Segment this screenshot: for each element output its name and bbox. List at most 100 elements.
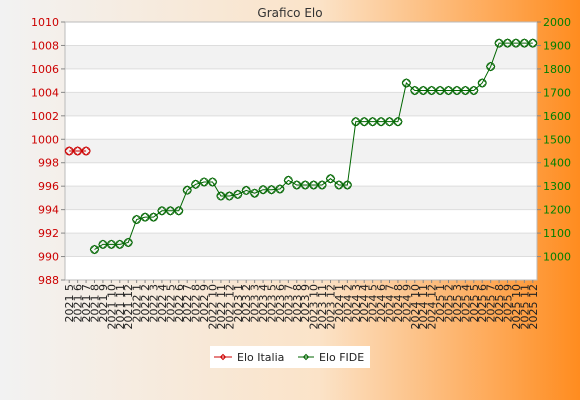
data-point-ring-fide bbox=[528, 38, 538, 48]
data-point-ring-fide bbox=[174, 206, 184, 216]
x-axis-tick-label: 2022 2 bbox=[139, 284, 152, 323]
x-axis-tick-label: 2022 6 bbox=[173, 284, 186, 323]
left-axis-tick-label: 996 bbox=[38, 180, 59, 193]
data-point-ring-fide bbox=[191, 179, 201, 189]
x-axis-tick-label: 2024 5 bbox=[367, 284, 380, 323]
x-axis-tick-label: 2022 3 bbox=[148, 284, 161, 323]
data-point-ring-fide bbox=[317, 180, 327, 190]
data-point-ring-fide bbox=[275, 184, 285, 194]
x-axis-tick-label: 2021 6 bbox=[72, 284, 85, 323]
x-axis-tick-label: 2023 11 bbox=[316, 284, 329, 330]
left-axis-tick-label: 1000 bbox=[31, 133, 59, 146]
data-point-ring-fide bbox=[326, 174, 335, 184]
x-axis-tick-label: 2022 4 bbox=[156, 284, 169, 323]
right-axis-tick-label: 1900 bbox=[543, 39, 571, 52]
data-point-ring-fide bbox=[393, 117, 403, 127]
x-axis-tick-label: 2023 2 bbox=[240, 284, 253, 323]
right-axis-tick-label: 2000 bbox=[543, 16, 571, 29]
x-axis-tick-label: 2025 10 bbox=[510, 284, 523, 330]
x-axis-tick-label: 2021 9 bbox=[97, 284, 110, 323]
x-axis-tick-label: 2023 6 bbox=[274, 284, 287, 323]
x-axis-tick-label: 2023 5 bbox=[266, 284, 279, 323]
x-axis-tick-label: 2022 12 bbox=[223, 284, 236, 330]
x-axis-tick-label: 2023 10 bbox=[308, 284, 321, 330]
data-point-ring-fide bbox=[283, 175, 293, 185]
data-point-ring-fide bbox=[132, 215, 142, 224]
data-point-ring-fide bbox=[401, 78, 411, 88]
x-axis-tick-label: 2025 11 bbox=[518, 284, 531, 330]
x-axis-tick-label: 2024 2 bbox=[341, 284, 354, 323]
data-point-ring-fide bbox=[486, 62, 496, 71]
data-point-ring-fide bbox=[115, 239, 125, 249]
x-axis-tick-label: 2022 10 bbox=[207, 284, 220, 330]
x-axis-tick-label: 2023 7 bbox=[282, 284, 295, 323]
x-axis-tick-label: 2023 1 bbox=[232, 284, 245, 323]
grid-band bbox=[65, 233, 537, 257]
data-point-ring-fide bbox=[208, 177, 217, 187]
x-axis-tick-label: 2022 9 bbox=[198, 284, 211, 323]
x-axis-tick-label: 2024 6 bbox=[375, 284, 388, 323]
x-axis-tick-label: 2023 8 bbox=[291, 284, 304, 323]
left-axis-tick-label: 988 bbox=[38, 274, 59, 287]
x-axis-tick-label: 2021 10 bbox=[105, 284, 118, 330]
x-axis-tick-label: 2023 3 bbox=[249, 284, 262, 323]
left-axis-tick-label: 998 bbox=[38, 157, 59, 170]
x-axis-tick-label: 2025 6 bbox=[476, 284, 489, 323]
x-axis-tick-label: 2023 4 bbox=[257, 284, 270, 323]
data-point-ring-fide bbox=[123, 238, 133, 247]
legend-label-italia: Elo Italia bbox=[237, 351, 284, 364]
x-axis-tick-label: 2021 11 bbox=[114, 284, 127, 330]
left-axis-tick-label: 990 bbox=[38, 251, 59, 264]
x-axis-tick-label: 2021 7 bbox=[80, 284, 93, 323]
data-point-ring-fide bbox=[182, 185, 192, 195]
x-axis-tick-label: 2022 8 bbox=[190, 284, 203, 323]
legend: Elo Italia Elo FIDE bbox=[210, 346, 370, 368]
data-point-ring-fide bbox=[250, 188, 260, 198]
right-axis-tick-label: 1600 bbox=[543, 110, 571, 123]
left-axis-tick-label: 1008 bbox=[31, 39, 59, 52]
chart-title: Grafico Elo bbox=[257, 6, 322, 20]
x-axis-tick-label: 2024 3 bbox=[350, 284, 363, 323]
legend-marker-italia bbox=[219, 353, 227, 361]
data-point-ring-fide bbox=[149, 212, 158, 222]
x-axis-tick-label: 2024 11 bbox=[417, 284, 430, 330]
data-point-ring-fide bbox=[241, 186, 251, 195]
x-axis-tick-label: 2021 5 bbox=[63, 284, 76, 323]
x-axis-tick-label: 2022 5 bbox=[164, 284, 177, 323]
data-point-ring-fide bbox=[342, 180, 352, 190]
x-axis-tick-label: 2024 8 bbox=[392, 284, 405, 323]
data-point-ring-fide bbox=[469, 86, 479, 95]
data-point-ring-fide bbox=[224, 191, 234, 201]
right-axis-tick-label: 1700 bbox=[543, 86, 571, 99]
x-axis-tick-label: 2025 9 bbox=[502, 284, 515, 323]
legend-label-fide: Elo FIDE bbox=[319, 351, 364, 364]
legend-box bbox=[210, 346, 370, 368]
data-point-ring-italia bbox=[81, 146, 91, 156]
left-axis-tick-label: 1010 bbox=[31, 16, 59, 29]
x-axis-tick-label: 2024 7 bbox=[384, 284, 397, 323]
grid-band bbox=[65, 92, 537, 116]
x-axis-tick-label: 2025 5 bbox=[468, 284, 481, 323]
right-axis-tick-label: 1400 bbox=[543, 157, 571, 170]
x-axis-tick-label: 2025 8 bbox=[493, 284, 506, 323]
left-axis-tick-label: 994 bbox=[38, 204, 59, 217]
right-axis-tick-label: 1100 bbox=[543, 227, 571, 240]
plot-area: 988 990 992 994 996 998 1000 1002 1004 1006 1008 10… bbox=[31, 16, 571, 330]
right-axis-tick-label: 1000 bbox=[543, 251, 571, 264]
left-axis-tick-label: 992 bbox=[38, 227, 59, 240]
x-axis-tick-label: 2023 9 bbox=[299, 284, 312, 323]
x-axis-tick-label: 2022 11 bbox=[215, 284, 228, 330]
x-axis-tick-label: 2024 4 bbox=[358, 284, 371, 323]
grid-band bbox=[65, 45, 537, 69]
legend-item-fide: Elo FIDE bbox=[298, 351, 364, 364]
x-axis-tick-label: 2024 10 bbox=[409, 284, 422, 330]
data-point-ring-fide bbox=[90, 245, 99, 254]
legend-marker-fide bbox=[302, 353, 310, 361]
x-axis-tick-label: 2025 4 bbox=[459, 284, 472, 323]
x-axis-tick-label: 2025 2 bbox=[443, 284, 456, 323]
left-axis-tick-label: 1004 bbox=[31, 86, 59, 99]
x-axis-tick-label: 2022 7 bbox=[181, 284, 194, 323]
x-axis-tick-label: 2024 9 bbox=[400, 284, 413, 323]
right-axis-tick-label: 1200 bbox=[543, 204, 571, 217]
